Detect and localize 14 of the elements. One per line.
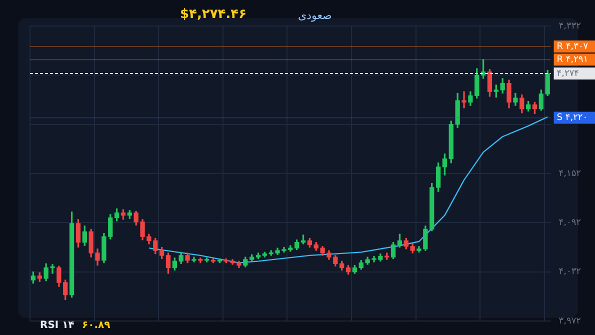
y-tick-label: ۴,۱۵۲	[558, 168, 582, 179]
annotation: RSI ۱۴	[40, 320, 74, 331]
y-tick-label: ۴,۳۳۲	[558, 21, 582, 32]
y-tick-label: ۳,۹۷۲	[558, 316, 582, 326]
ref-line-label: R ۴,۳۰۷	[556, 42, 588, 52]
candlestick	[462, 91, 466, 108]
text: صعودی	[298, 9, 332, 22]
y-tick-label: ۴,۰۳۲	[558, 267, 582, 278]
annotation: ۶۰.۸۹	[82, 320, 110, 331]
ref-line-label: R ۴,۲۹۱	[556, 54, 588, 65]
ref-line-label: ۴,۲۷۴	[556, 68, 580, 79]
y-tick-label: ۴,۰۹۲	[558, 218, 582, 228]
chart-subtitle: $۴,۲۷۴.۴۶	[180, 7, 247, 22]
ref-line-label: S ۴,۲۲۰	[556, 113, 588, 124]
